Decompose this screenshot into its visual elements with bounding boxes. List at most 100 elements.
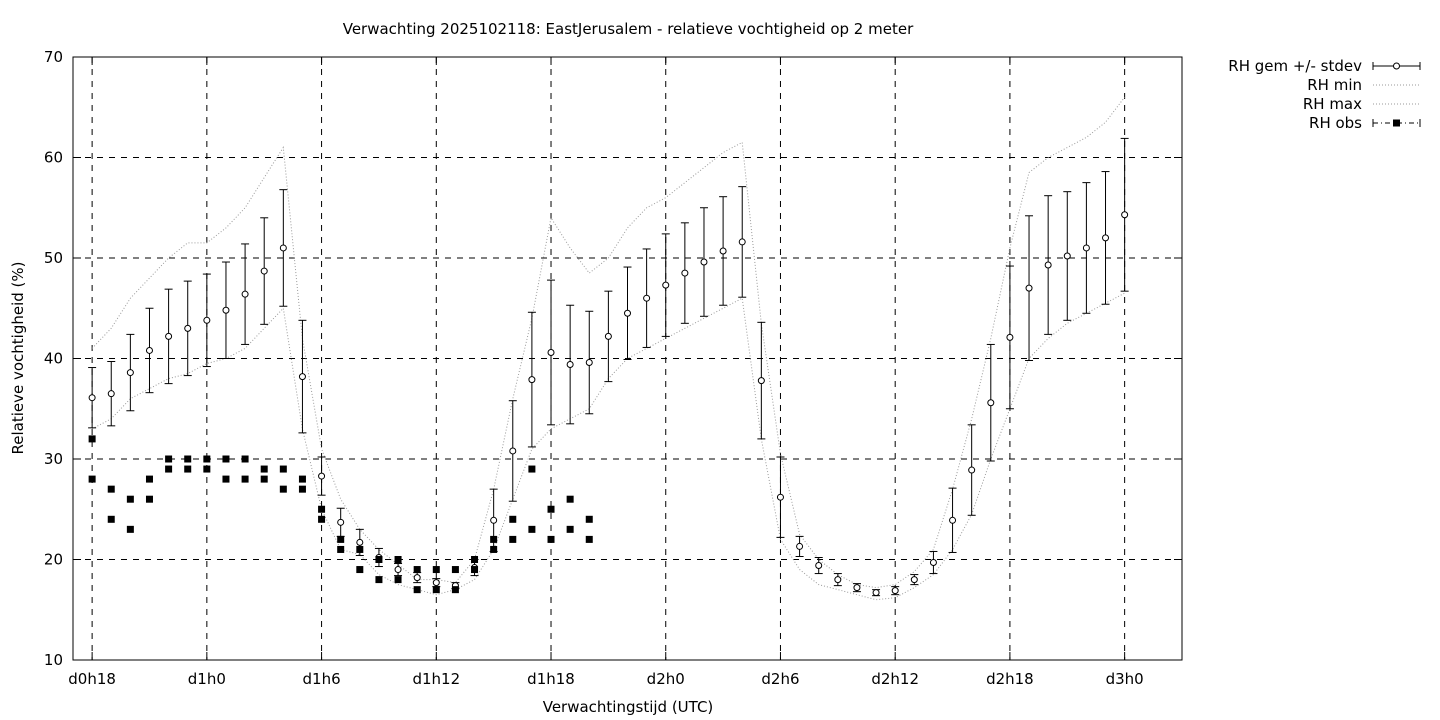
x-tick-label: d1h18: [527, 670, 575, 688]
x-tick-label: d1h12: [412, 670, 460, 688]
y-tick-label: 50: [44, 249, 63, 267]
rh-obs-point: [222, 455, 230, 463]
rh-obs-point: [337, 535, 345, 543]
chart-title: Verwachting 2025102118: EastJerusalem - …: [343, 20, 914, 38]
rh-obs-point: [356, 566, 364, 574]
rh-obs-point: [88, 475, 96, 483]
y-axis-label: Relatieve vochtigheid (%): [9, 261, 27, 454]
rh-obs-point: [298, 475, 306, 483]
rh-obs-point: [184, 455, 192, 463]
rh-obs-point: [260, 475, 268, 483]
rh-obs-point: [451, 566, 459, 574]
legend-label: RH obs: [1309, 114, 1362, 132]
rh-obs-point: [318, 505, 326, 513]
legend-swatch-marker: [1393, 62, 1400, 70]
rh-obs-point: [490, 535, 498, 543]
rh-mean-point: [528, 376, 536, 384]
rh-mean-point: [738, 238, 746, 246]
x-tick-label: d3h0: [1106, 670, 1144, 688]
rh-obs-point: [241, 475, 249, 483]
rh-mean-point: [126, 369, 134, 377]
rh-obs-point: [88, 435, 96, 443]
y-tick-label: 40: [44, 350, 63, 368]
rh-obs-point: [432, 586, 440, 594]
rh-obs-point: [528, 465, 536, 473]
rh-obs-point: [471, 556, 479, 563]
rh-mean-point: [776, 493, 784, 501]
rh-mean-point: [643, 294, 651, 302]
rh-obs-point: [566, 525, 574, 533]
rh-obs-point: [145, 475, 153, 483]
rh-obs-point: [413, 586, 421, 594]
rh-mean-point: [165, 332, 173, 340]
axes-ticks: 10 20 30 40 50 60 70 d0h18 d1h0 d1h6 d1h12 d1h18 d2h…: [44, 48, 1182, 688]
series-max: [91, 96, 1125, 589]
rh-mean-point: [891, 587, 899, 595]
rh-obs-point: [471, 566, 479, 574]
rh-obs-point: [451, 586, 459, 594]
series-observations: [88, 435, 593, 594]
rh-mean-point: [1025, 284, 1033, 292]
rh-mean-point: [1063, 252, 1071, 260]
rh-obs-point: [107, 515, 115, 523]
y-tick-label: 10: [44, 651, 63, 669]
rh-obs-point: [394, 576, 402, 584]
rh-obs-point: [184, 465, 192, 473]
x-tick-label: d2h0: [647, 670, 685, 688]
rh-obs-point: [566, 495, 574, 503]
rh-obs-point: [337, 545, 345, 553]
rh-mean-point: [585, 359, 593, 367]
rh-obs-point: [509, 515, 517, 523]
rh-mean-point: [413, 574, 421, 582]
rh-mean-point: [490, 516, 498, 524]
rh-mean-point: [356, 538, 364, 546]
rh-mean-point: [184, 324, 192, 332]
rh-mean-point: [624, 309, 631, 317]
rh-mean-point: [681, 269, 689, 277]
legend-label: RH max: [1303, 95, 1362, 113]
rh-obs-point: [165, 455, 173, 463]
rh-obs-point: [509, 535, 517, 543]
x-axis-label: Verwachtingstijd (UTC): [543, 698, 714, 716]
rh-obs-point: [222, 475, 230, 483]
series-mean-errorbars: [88, 137, 1129, 597]
rh-obs-point: [241, 455, 249, 463]
rh-obs-point: [318, 515, 326, 523]
rh-obs-point: [107, 485, 115, 493]
rh-obs-point: [528, 525, 536, 533]
rh-mean-point: [834, 576, 842, 584]
rh-mean-point: [1121, 211, 1129, 219]
rh-obs-point: [585, 535, 593, 543]
y-tick-label: 20: [44, 551, 63, 569]
rh-mean-point: [260, 267, 268, 275]
x-tick-label: d1h0: [188, 670, 226, 688]
rh-obs-point: [126, 525, 134, 533]
x-tick-label: d1h6: [303, 670, 341, 688]
rh-obs-point: [203, 455, 211, 463]
rh-obs-point: [375, 576, 383, 584]
rh-mean-point: [394, 566, 402, 574]
rh-mean-point: [337, 518, 345, 526]
rh-obs-point: [585, 515, 593, 523]
rh-mean-point: [815, 562, 823, 570]
rh-mean-point: [796, 542, 804, 550]
rh-max-line: [91, 96, 1125, 589]
y-tick-label: 30: [44, 450, 63, 468]
rh-mean-point: [432, 579, 440, 587]
x-tick-label: d0h18: [68, 670, 116, 688]
x-tick-label: d2h6: [761, 670, 799, 688]
rh-mean-point: [604, 332, 612, 340]
rh-mean-point: [757, 377, 765, 385]
rh-obs-point: [394, 556, 402, 563]
legend-swatch-marker: [1393, 119, 1400, 127]
rh-mean-point: [853, 584, 861, 592]
rh-obs-point: [356, 545, 364, 553]
rh-mean-point: [968, 466, 976, 474]
rh-mean-point: [719, 247, 727, 255]
rh-mean-point: [910, 576, 918, 584]
rh-mean-point: [145, 346, 153, 354]
y-tick-label: 70: [44, 48, 63, 66]
rh-obs-point: [547, 535, 555, 543]
